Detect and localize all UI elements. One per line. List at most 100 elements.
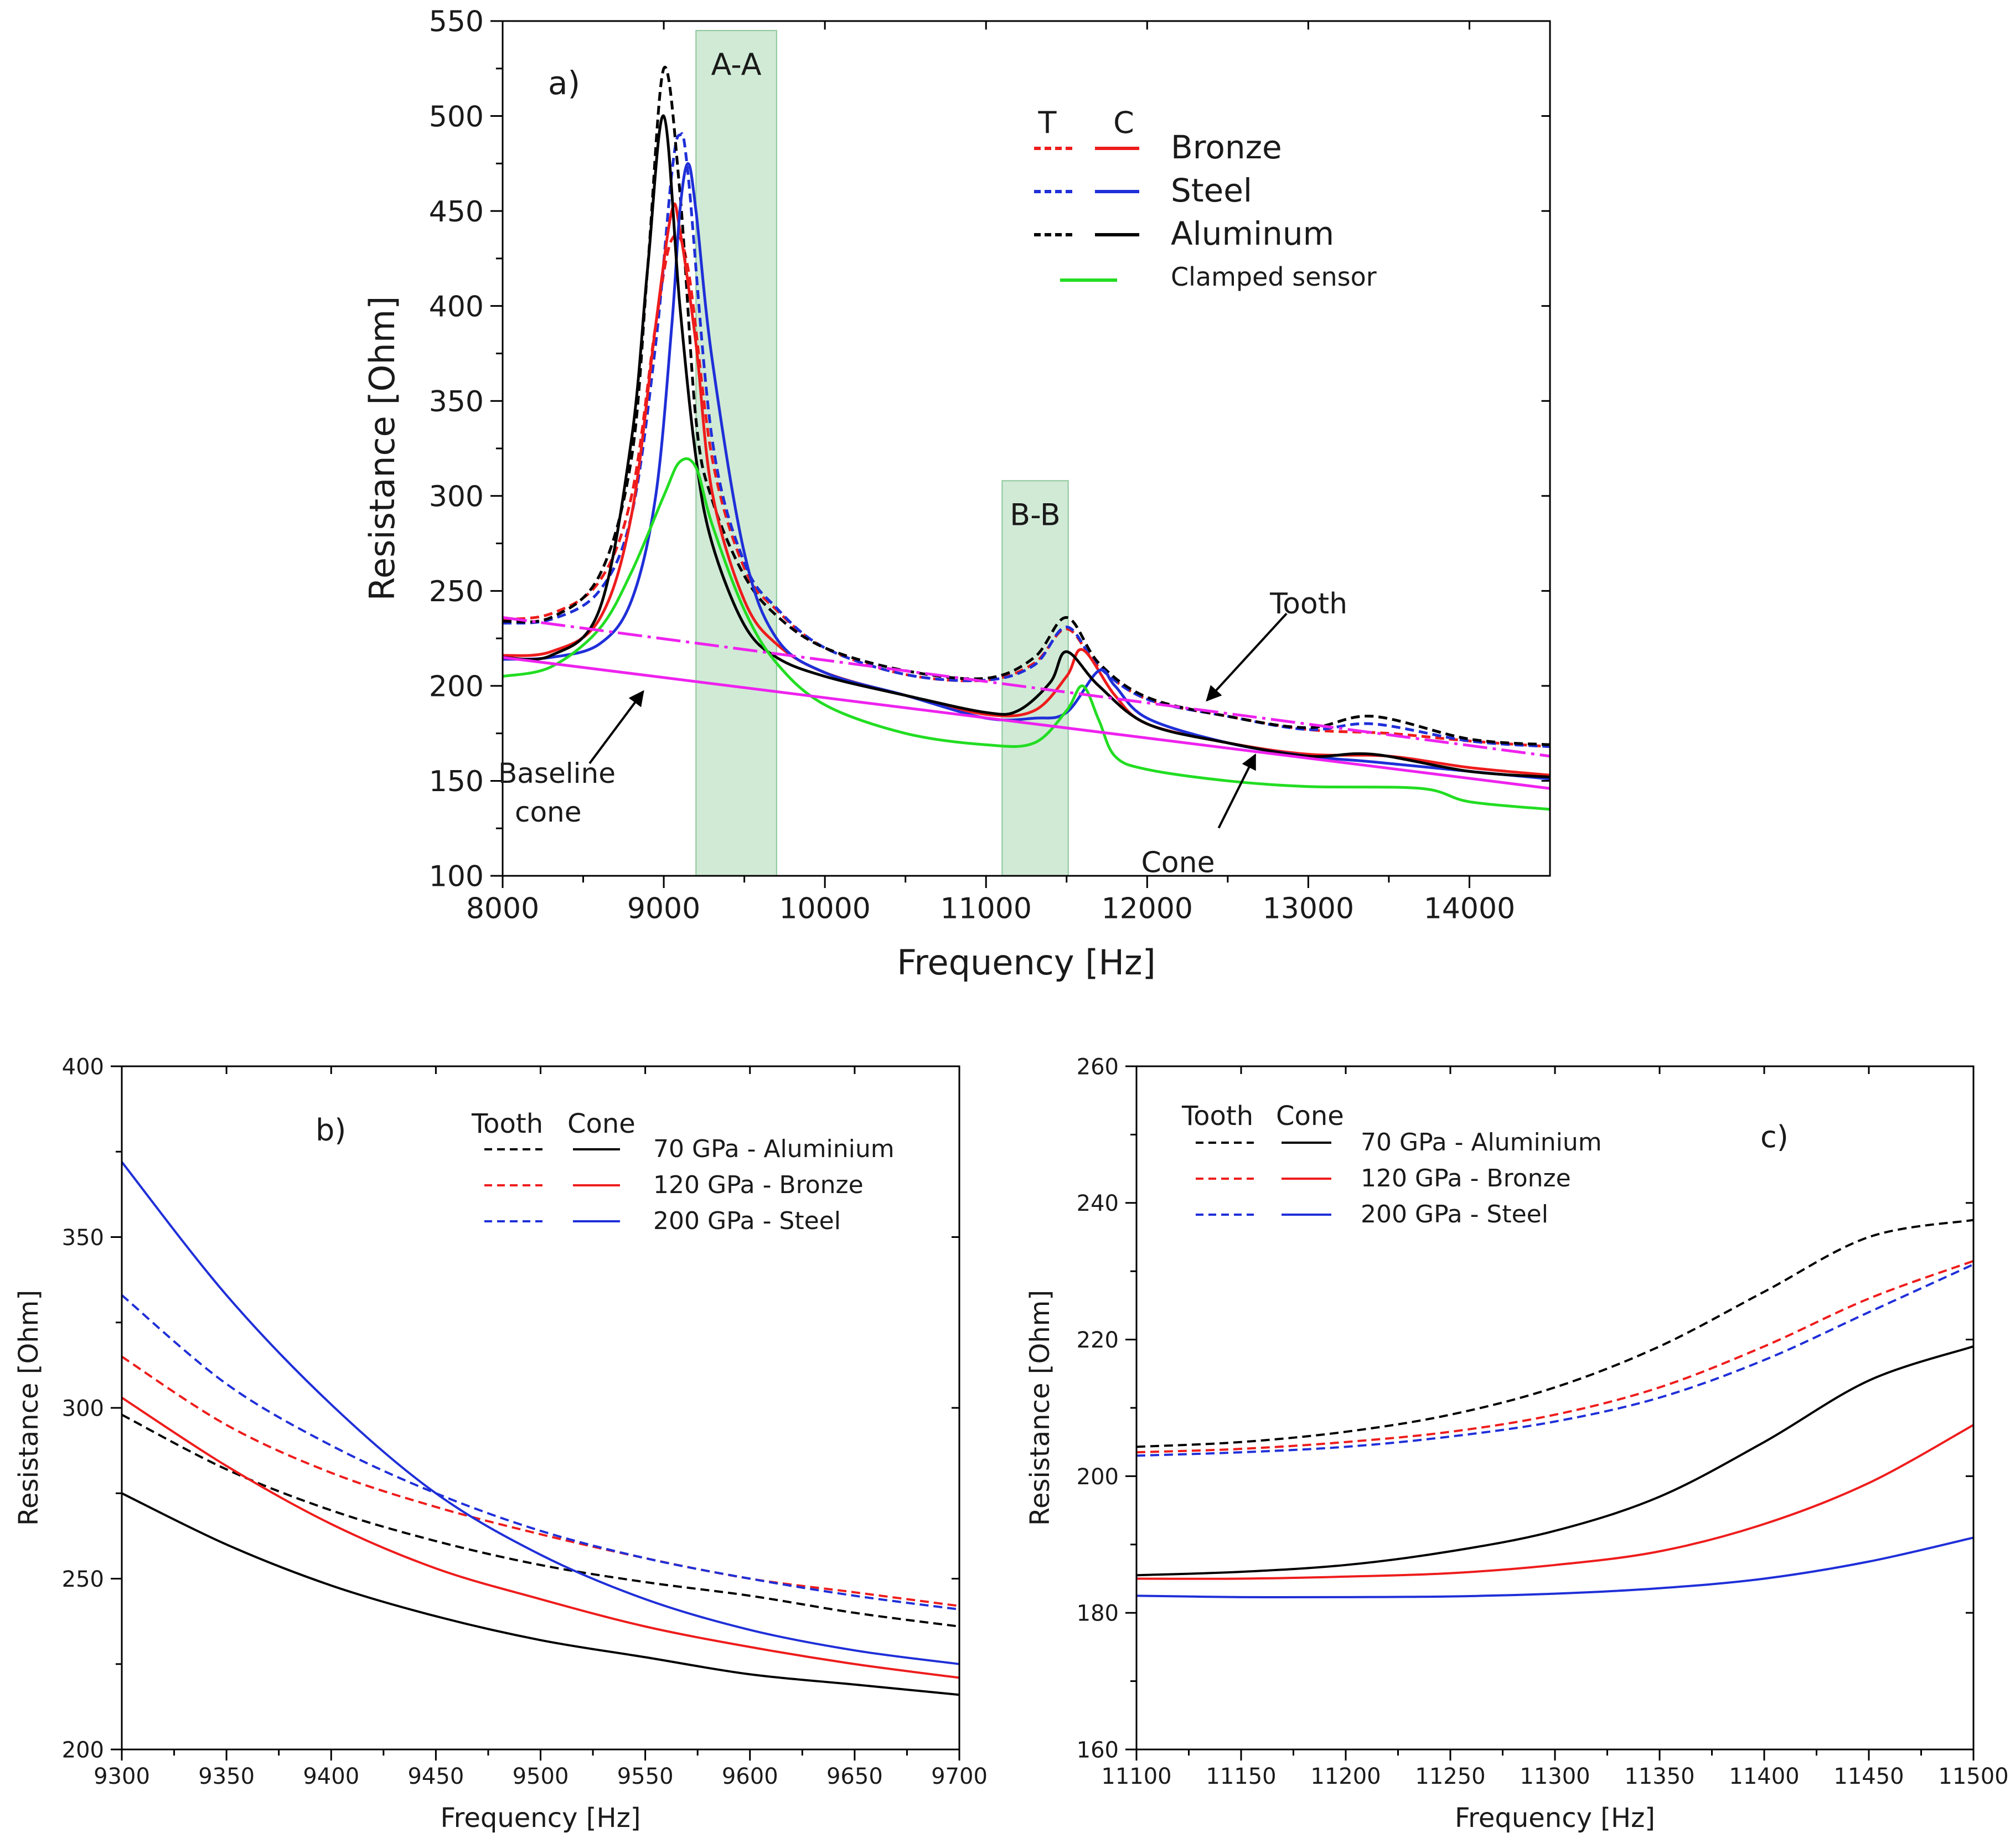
x-tick-label: 9000	[627, 892, 700, 926]
series-line	[122, 1413, 959, 1628]
x-tick-label: 11100	[1101, 1764, 1171, 1789]
y-tick-label: 350	[62, 1225, 104, 1251]
annotation-tooth: Tooth	[1269, 587, 1347, 621]
y-axis-label: Resistance [Ohm]	[362, 296, 402, 601]
highlight-band	[1001, 480, 1069, 876]
y-tick-label: 180	[1077, 1601, 1119, 1627]
x-axis-label: Frequency [Hz]	[441, 1803, 641, 1834]
y-tick-label: 200	[62, 1737, 104, 1763]
series-group	[122, 1161, 959, 1696]
legend-label: Clamped sensor	[1171, 262, 1377, 292]
y-tick-label: 550	[429, 6, 484, 39]
x-tick-label: 9700	[931, 1764, 988, 1789]
series-line	[122, 1396, 959, 1679]
legend-label: 120 GPa - Bronze	[653, 1171, 864, 1199]
series-line	[1136, 1263, 1973, 1457]
x-tick-label: 11000	[941, 892, 1032, 926]
annotation-arrow	[1206, 612, 1288, 702]
annotations: Tooth Baseline cone Cone	[498, 587, 1347, 879]
chart-panel-b: 9300 9350 9400 9450 9500 9550 9600 9650 9700 200 2…	[13, 1054, 988, 1834]
x-tick-label: 9650	[826, 1764, 883, 1789]
panel-label: a)	[548, 64, 580, 102]
x-axis-label: Frequency [Hz]	[897, 942, 1156, 983]
legend-label: 200 GPa - Steel	[653, 1207, 841, 1235]
series-line	[1136, 1536, 1973, 1599]
x-tick-label: 11400	[1729, 1764, 1799, 1789]
y-tick-label: 250	[62, 1567, 104, 1592]
x-axis-label: Frequency [Hz]	[1455, 1803, 1655, 1834]
x-tick-label: 10000	[779, 892, 870, 926]
x-tick-label: 11250	[1415, 1764, 1485, 1789]
series-line	[503, 655, 1550, 790]
legend-header-tooth: Tooth	[471, 1108, 543, 1139]
series-line	[1136, 1219, 1973, 1448]
series-line	[122, 1355, 959, 1607]
x-tick-label: 11150	[1206, 1764, 1276, 1789]
legend-label: 120 GPa - Bronze	[1361, 1164, 1571, 1193]
panel-label: b)	[316, 1113, 346, 1148]
y-tick-label: 220	[1077, 1328, 1119, 1353]
series-line	[122, 1492, 959, 1696]
y-tick-label: 250	[429, 575, 484, 608]
x-tick-label: 11350	[1624, 1764, 1694, 1789]
y-tick-label: 150	[429, 765, 484, 798]
x-tick-label: 11500	[1938, 1764, 2008, 1789]
x-tick-label: 14000	[1424, 892, 1515, 926]
y-tick-label: 450	[429, 195, 484, 229]
legend-label: 200 GPa - Steel	[1361, 1200, 1548, 1228]
x-tick-label: 12000	[1102, 892, 1193, 926]
series-line	[1136, 1259, 1973, 1454]
annotation-arrow	[1217, 753, 1257, 829]
series-group	[1136, 1219, 1973, 1599]
legend-label: Steel	[1171, 172, 1252, 209]
y-tick-label: 400	[429, 290, 484, 323]
x-tick-label: 13000	[1263, 892, 1354, 926]
x-tick-label: 9500	[513, 1764, 569, 1789]
y-tick-label: 300	[429, 480, 484, 513]
chart-panel-a: A-A B-B 8000 9000 10000 11000 12000 13000 14000 1…	[362, 6, 1551, 983]
y-tick-label: 200	[1077, 1464, 1119, 1490]
legend: Tooth Cone 70 GPa - Aluminium 120 GPa - Bro…	[1181, 1101, 1602, 1228]
y-axis-label: Resistance [Ohm]	[13, 1290, 44, 1526]
band-label: B-B	[1010, 497, 1061, 532]
x-tick-label: 11200	[1310, 1764, 1381, 1789]
y-tick-label: 200	[429, 670, 484, 704]
legend-label: Aluminum	[1171, 215, 1334, 252]
legend-label: 70 GPa - Aluminium	[1361, 1128, 1602, 1157]
y-axis-label: Resistance [Ohm]	[1025, 1290, 1056, 1526]
annotation-cone: Cone	[1141, 846, 1215, 880]
x-tick-label: 9350	[198, 1764, 255, 1789]
panel-label: c)	[1760, 1119, 1789, 1154]
legend-header-tooth: Tooth	[1181, 1101, 1253, 1132]
legend-header-cone: C	[1113, 105, 1134, 140]
legend-label: 70 GPa - Aluminium	[653, 1135, 895, 1163]
series-line	[503, 616, 1550, 758]
x-tick-label: 11450	[1833, 1764, 1904, 1789]
x-tick-label: 9300	[94, 1764, 150, 1789]
x-tick-label: 11300	[1520, 1764, 1590, 1789]
series-line	[503, 132, 1550, 749]
x-tick-label: 9600	[722, 1764, 778, 1789]
y-tick-label: 500	[429, 100, 484, 133]
legend-header-cone: Cone	[567, 1108, 635, 1139]
legend-label: Bronze	[1171, 128, 1282, 166]
x-tick-label: 9550	[617, 1764, 674, 1789]
series-line	[503, 65, 1550, 746]
band-label: A-A	[711, 47, 762, 82]
y-tick-label: 350	[429, 385, 484, 419]
x-tick-label: 9400	[303, 1764, 359, 1789]
y-tick-label: 240	[1077, 1191, 1119, 1216]
annotation-baseline-line2: cone	[515, 796, 582, 828]
legend-header-cone: Cone	[1276, 1101, 1344, 1132]
y-tick-label: 400	[62, 1054, 104, 1080]
legend: T C Bronze Steel Aluminum Clamped sensor	[1034, 105, 1377, 292]
series-line	[1136, 1345, 1973, 1577]
series-line	[122, 1161, 959, 1665]
series-line	[1136, 1424, 1973, 1580]
legend-header-tooth: T	[1038, 105, 1057, 140]
legend: Tooth Cone 70 GPa - Aluminium 120 GPa - Bro…	[471, 1108, 895, 1235]
chart-panel-c: 11100 11150 11200 11250 11300 11350 11400 11450…	[1025, 1054, 2009, 1834]
series-line	[503, 114, 1550, 779]
y-tick-label: 100	[429, 860, 484, 894]
